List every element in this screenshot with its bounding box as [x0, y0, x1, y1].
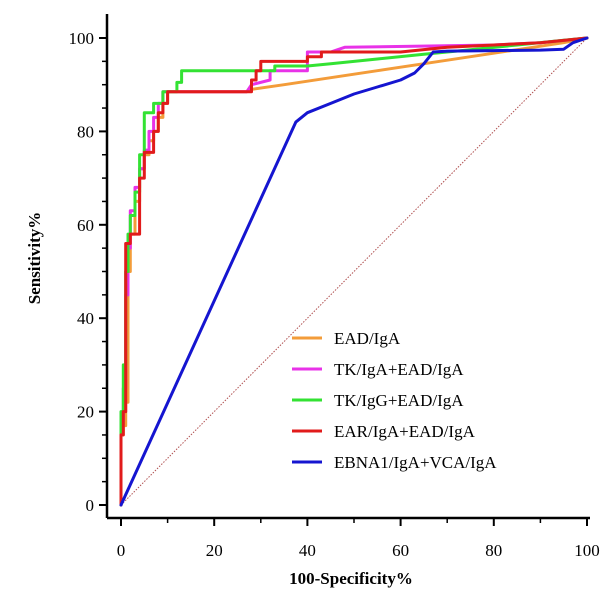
series-line-2	[119, 36, 589, 507]
ticks-layer: 0 20 40 60 80 100 0 20 40 60 80 100	[69, 29, 600, 560]
y-axis-title: Sensitivity%	[25, 212, 44, 305]
x-tick-label: 100	[574, 541, 600, 560]
x-tick-label: 40	[299, 541, 316, 560]
y-tick-label: 0	[86, 496, 95, 515]
legend-label-5: EBNA1/IgA+VCA/IgA	[334, 453, 497, 472]
axes-layer	[105, 14, 590, 520]
legend-label-4: EAR/IgA+EAD/IgA	[334, 422, 476, 441]
legend-label-2: TK/IgA+EAD/IgA	[334, 360, 464, 379]
y-tick-label: 20	[77, 403, 94, 422]
series-line-1	[119, 36, 589, 507]
x-tick-label: 20	[206, 541, 223, 560]
y-tick-label: 100	[69, 29, 95, 48]
x-tick-label: 0	[117, 541, 126, 560]
y-tick-label: 80	[77, 122, 94, 141]
series-layer	[119, 36, 589, 507]
legend-label-3: TK/IgG+EAD/IgA	[334, 391, 464, 410]
legend: EAD/IgA TK/IgA+EAD/IgA TK/IgG+EAD/IgA EAR/I…	[292, 329, 497, 472]
reference-line-layer	[120, 37, 588, 506]
x-axis-title: 100-Specificity%	[289, 569, 413, 588]
series-line-5	[119, 36, 589, 507]
reference-diagonal-line	[120, 37, 588, 506]
x-tick-label: 60	[392, 541, 409, 560]
x-tick-label: 80	[485, 541, 502, 560]
y-tick-label: 60	[77, 216, 94, 235]
legend-label-1: EAD/IgA	[334, 329, 401, 348]
y-tick-label: 40	[77, 309, 94, 328]
series-line-4	[119, 36, 589, 507]
